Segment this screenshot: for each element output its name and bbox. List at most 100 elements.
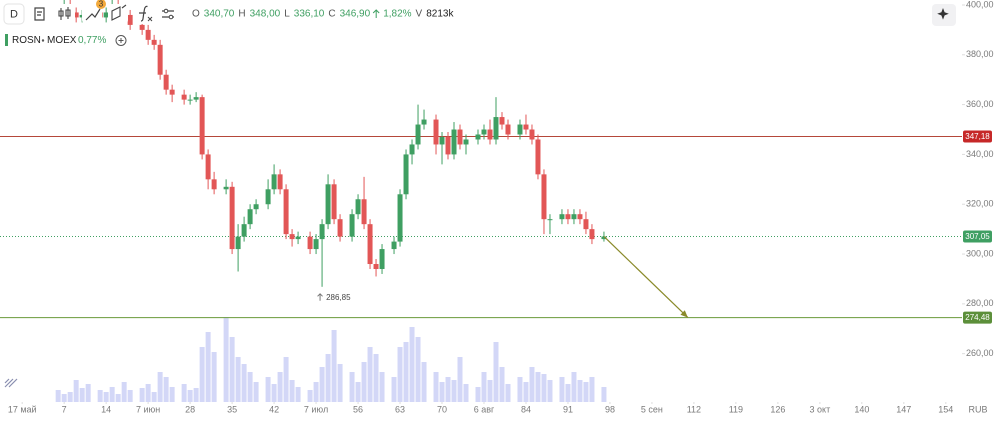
volume-bar <box>331 330 337 402</box>
candle-body <box>577 214 583 220</box>
candle-body <box>307 236 313 250</box>
volume-bar <box>265 377 271 402</box>
volume-bar <box>349 372 355 402</box>
candle-body <box>289 234 295 240</box>
candle-body <box>187 99 193 101</box>
candle-body <box>529 129 535 140</box>
volume-bar <box>103 392 109 402</box>
x-tick-label: 147 <box>896 404 911 414</box>
price-badge-label: 274,48 <box>965 313 990 322</box>
volume-bar <box>517 377 523 402</box>
formula-button[interactable] <box>133 4 153 24</box>
x-tick-label: 70 <box>437 404 447 414</box>
volume-bar <box>151 392 157 402</box>
volume-bar <box>271 384 277 402</box>
volume-bar <box>313 382 319 402</box>
volume-bar <box>475 387 481 402</box>
volume-toggle-icon[interactable] <box>4 378 18 388</box>
candle-body <box>295 236 301 240</box>
volume-bar <box>97 390 103 402</box>
x-tick-label: 7 <box>62 404 67 414</box>
x-tick-label: 14 <box>101 404 111 414</box>
candle-body <box>547 219 553 221</box>
volume-bar <box>559 377 565 402</box>
volume-bar <box>157 372 163 402</box>
badge-count: 3 <box>99 0 104 9</box>
volume-bar <box>409 327 415 402</box>
candle-body <box>475 134 481 140</box>
volume-bar <box>601 387 607 402</box>
volume-bar <box>283 357 289 402</box>
volume-bar <box>373 354 379 402</box>
candle-body <box>271 174 277 190</box>
candle-body <box>517 124 523 135</box>
volume-bar <box>421 362 427 402</box>
candle-body <box>421 119 427 125</box>
volume-bar <box>463 384 469 402</box>
volume-bar <box>337 364 343 402</box>
volume-bar <box>229 337 235 402</box>
volume-bar <box>439 382 445 402</box>
change-arrow <box>372 9 380 18</box>
interval-button[interactable] <box>3 3 25 25</box>
candle-body <box>145 29 151 40</box>
y-tick-label: 280,00 <box>966 298 994 308</box>
x-tick-label: 98 <box>605 404 615 414</box>
x-tick-label: 154 <box>938 404 953 414</box>
compare-icon <box>34 7 45 21</box>
volume-bar <box>67 392 73 402</box>
volume-bar <box>529 367 535 402</box>
volume-bar <box>325 354 331 402</box>
candle-body <box>367 224 373 265</box>
ohlc-value: 348,00 <box>250 9 281 20</box>
price-badge <box>963 311 992 324</box>
candle-body <box>361 199 367 225</box>
price-badge <box>963 230 992 243</box>
price-badge <box>963 130 992 143</box>
candle-body <box>163 74 169 90</box>
x-tick-label: 91 <box>563 404 573 414</box>
candle-body <box>325 184 331 225</box>
volume-bar <box>235 357 241 402</box>
volume-bar <box>451 380 457 402</box>
settings-button[interactable] <box>158 4 178 24</box>
chart-type-button[interactable] <box>55 4 75 24</box>
candle-body <box>211 179 217 190</box>
candle-body <box>319 224 325 240</box>
candle-body <box>583 219 589 230</box>
volume-bar <box>535 372 541 402</box>
volume-bar <box>577 380 583 402</box>
formula-icon <box>139 5 148 22</box>
drawing-button[interactable] <box>108 4 128 24</box>
price-badge-label: 347,18 <box>965 132 990 141</box>
low-arrow <box>317 293 323 301</box>
volume-bar <box>85 384 91 402</box>
compare-button[interactable] <box>30 4 50 24</box>
candle-body <box>391 241 397 250</box>
volume-bar <box>163 377 169 402</box>
volume-bar <box>505 384 511 402</box>
candle-body <box>337 219 343 237</box>
volume-bar <box>319 367 325 402</box>
volume-bar <box>547 380 553 402</box>
candle-body <box>181 94 187 100</box>
y-tick-label: 360,00 <box>966 99 994 109</box>
volume-bar <box>481 372 487 402</box>
candle-body <box>199 97 205 155</box>
volume-bar <box>223 317 229 402</box>
volume-bar <box>307 390 313 402</box>
ohlc-value: 346,90 <box>340 9 371 20</box>
candle-body <box>247 209 253 225</box>
volume-bar <box>169 387 175 402</box>
y-tick-label: 300,00 <box>966 248 994 258</box>
volume-value: 8213k <box>426 9 454 20</box>
candle-body <box>331 184 337 220</box>
candle-body <box>445 136 451 155</box>
candle-body <box>589 229 595 240</box>
volume-bar <box>523 382 529 402</box>
volume-bar <box>145 384 151 402</box>
y-tick-label: 400,00 <box>966 0 994 9</box>
volume-bar <box>379 372 385 402</box>
candle-body <box>415 124 421 145</box>
